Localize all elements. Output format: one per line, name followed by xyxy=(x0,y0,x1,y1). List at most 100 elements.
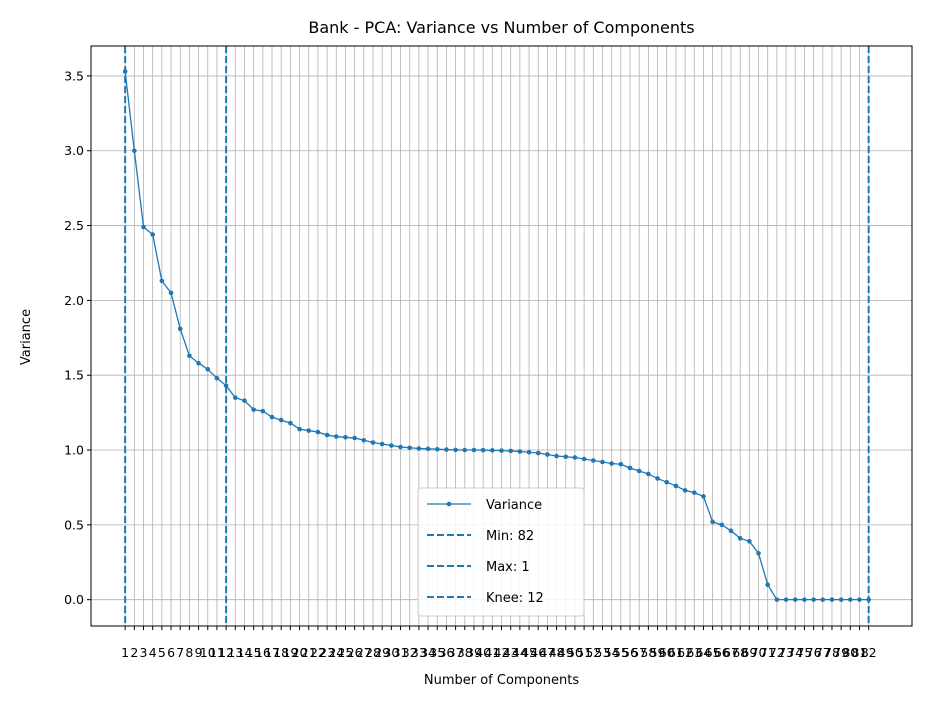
x-tick-label: 12 xyxy=(218,645,234,660)
data-point xyxy=(866,597,871,602)
data-point xyxy=(361,437,367,443)
reference-lines xyxy=(124,46,870,626)
x-tick-label: 36 xyxy=(438,645,454,660)
x-tick-label: 31 xyxy=(393,645,409,660)
series xyxy=(122,69,871,602)
data-point xyxy=(581,456,587,462)
x-tick-label: 61 xyxy=(668,645,684,660)
x-tick-label: 43 xyxy=(503,645,519,660)
y-axis-ticks: 0.0 0.5 1.0 1.5 2.0 2.5 3.0 3.5 xyxy=(64,68,91,607)
data-point xyxy=(214,375,220,381)
x-tick-label: 51 xyxy=(576,645,592,660)
x-tick-label: 30 xyxy=(383,645,399,660)
x-tick-label: 63 xyxy=(686,645,702,660)
x-tick-label: 18 xyxy=(273,645,289,660)
data-point xyxy=(691,490,697,495)
y-tick-label: 2.0 xyxy=(64,293,84,308)
data-point xyxy=(517,449,523,454)
x-tick-label: 20 xyxy=(292,645,308,660)
legend-marker xyxy=(446,501,452,507)
data-point xyxy=(379,441,385,447)
data-point xyxy=(655,476,660,481)
data-point xyxy=(269,414,275,420)
data-point xyxy=(370,440,376,445)
x-tick-label: 2 xyxy=(130,645,138,660)
data-point xyxy=(278,417,284,423)
data-point xyxy=(636,468,642,474)
x-tick-label: 69 xyxy=(741,645,757,660)
x-tick-label: 55 xyxy=(613,645,629,660)
x-tick-label: 25 xyxy=(337,645,353,660)
legend-entries: Variance Min: 82 Max: 1 Knee: 12 xyxy=(427,498,544,606)
data-point xyxy=(260,408,266,414)
x-tick-label: 65 xyxy=(705,645,721,660)
legend-box xyxy=(417,487,585,617)
data-point xyxy=(453,447,458,453)
x-tick-label: 75 xyxy=(796,645,812,660)
x-tick-label: 67 xyxy=(723,645,739,660)
data-point xyxy=(333,434,339,439)
data-point xyxy=(416,446,422,451)
data-point xyxy=(242,398,247,403)
data-point xyxy=(168,290,174,296)
legend: Variance Min: 82 Max: 1 Knee: 12 xyxy=(417,487,585,617)
x-tick-label: 73 xyxy=(778,645,794,660)
x-tick-label: 1 xyxy=(121,645,129,660)
y-tick-label: 0.0 xyxy=(64,592,84,607)
data-point xyxy=(802,597,807,602)
data-point xyxy=(288,420,293,426)
x-tick-label: 42 xyxy=(494,645,510,660)
x-tick-label: 32 xyxy=(402,645,418,660)
x-tick-label: 5 xyxy=(158,645,166,660)
x-axis-label: Number of Components xyxy=(424,673,579,688)
y-tick-label: 1.5 xyxy=(64,368,84,383)
legend-label: Max: 1 xyxy=(486,560,530,575)
x-tick-label: 10 xyxy=(200,645,216,660)
data-point xyxy=(297,426,302,432)
y-tick-label: 0.5 xyxy=(64,517,84,532)
data-point xyxy=(682,488,688,493)
data-point xyxy=(838,597,844,602)
data-point xyxy=(829,597,835,602)
data-point xyxy=(857,597,862,602)
data-point xyxy=(398,444,403,450)
data-point xyxy=(646,471,651,477)
x-tick-label: 53 xyxy=(595,645,611,660)
data-point xyxy=(223,383,229,388)
x-tick-label: 29 xyxy=(374,645,390,660)
x-tick-label: 48 xyxy=(549,645,565,660)
x-axis-ticks: 1 2 3 4 5 6 7 8 91011121314151617181920212223242… xyxy=(121,626,877,660)
x-tick-label: 78 xyxy=(824,645,840,660)
legend-label: Variance xyxy=(486,498,542,513)
x-tick-label: 8 xyxy=(185,645,193,660)
legend-label: Min: 82 xyxy=(486,529,534,544)
data-point xyxy=(627,465,633,471)
x-tick-label: 44 xyxy=(512,645,528,660)
data-point xyxy=(159,278,165,284)
data-point xyxy=(747,539,752,544)
x-tick-label: 71 xyxy=(760,645,776,660)
data-point xyxy=(343,435,348,440)
x-tick-label: 27 xyxy=(356,645,372,660)
x-tick-label: 64 xyxy=(695,645,711,660)
x-tick-label: 38 xyxy=(457,645,473,660)
x-tick-label: 11 xyxy=(209,645,225,660)
x-tick-label: 3 xyxy=(140,645,148,660)
chart-title: Bank - PCA: Variance vs Number of Compon… xyxy=(308,18,694,37)
x-tick-label: 6 xyxy=(167,645,175,660)
x-tick-label: 76 xyxy=(806,645,822,660)
data-point xyxy=(177,326,183,332)
data-point xyxy=(324,432,330,438)
data-point xyxy=(563,454,569,460)
x-tick-label: 79 xyxy=(833,645,849,660)
data-point xyxy=(526,449,532,455)
data-point xyxy=(774,597,780,602)
data-point xyxy=(545,452,550,457)
y-axis-label: Variance xyxy=(19,309,34,365)
x-tick-label: 13 xyxy=(227,645,243,660)
x-tick-label: 41 xyxy=(484,645,500,660)
data-point xyxy=(251,407,256,412)
data-point xyxy=(471,447,477,453)
x-tick-label: 39 xyxy=(466,645,482,660)
x-tick-label: 17 xyxy=(264,645,280,660)
